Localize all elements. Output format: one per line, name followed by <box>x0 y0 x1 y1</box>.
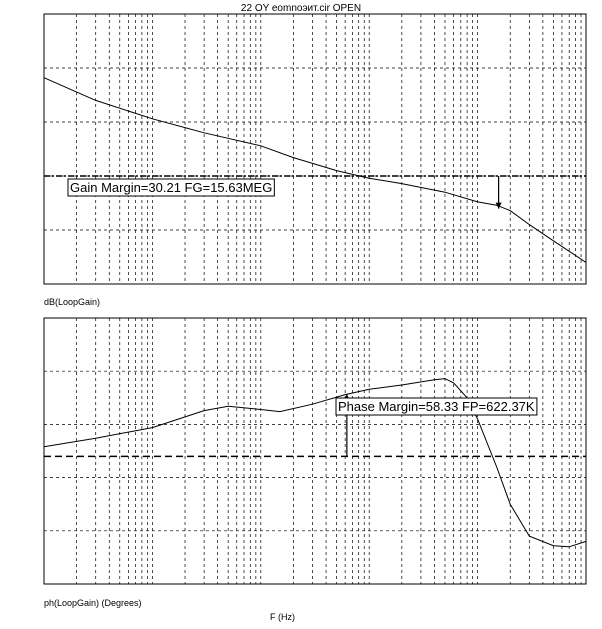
annotation-box <box>67 178 275 197</box>
annotation-text: Gain Margin=30.21 FG=15.63MEG <box>70 180 272 195</box>
plot-frame <box>43 317 587 585</box>
gain-plot: Gain Margin=30.21 FG=15.63MEG <box>43 13 587 285</box>
annotation-box <box>335 397 538 416</box>
plot-frame <box>43 13 587 285</box>
series-line <box>43 378 587 548</box>
phase-ylabel: ph(LoopGain) (Degrees) <box>44 598 142 608</box>
annotation-text: Phase Margin=58.33 FP=622.37K <box>338 399 535 414</box>
series-line <box>43 77 587 263</box>
gain-ylabel: dB(LoopGain) <box>44 297 100 307</box>
annotation-arrow-head <box>495 202 502 209</box>
phase-plot: Phase Margin=58.33 FP=622.37K <box>43 317 587 585</box>
x-axis-label: F (Hz) <box>270 612 295 622</box>
chart-title: 22 OY eomnoэит.cir OPEN <box>241 3 361 14</box>
